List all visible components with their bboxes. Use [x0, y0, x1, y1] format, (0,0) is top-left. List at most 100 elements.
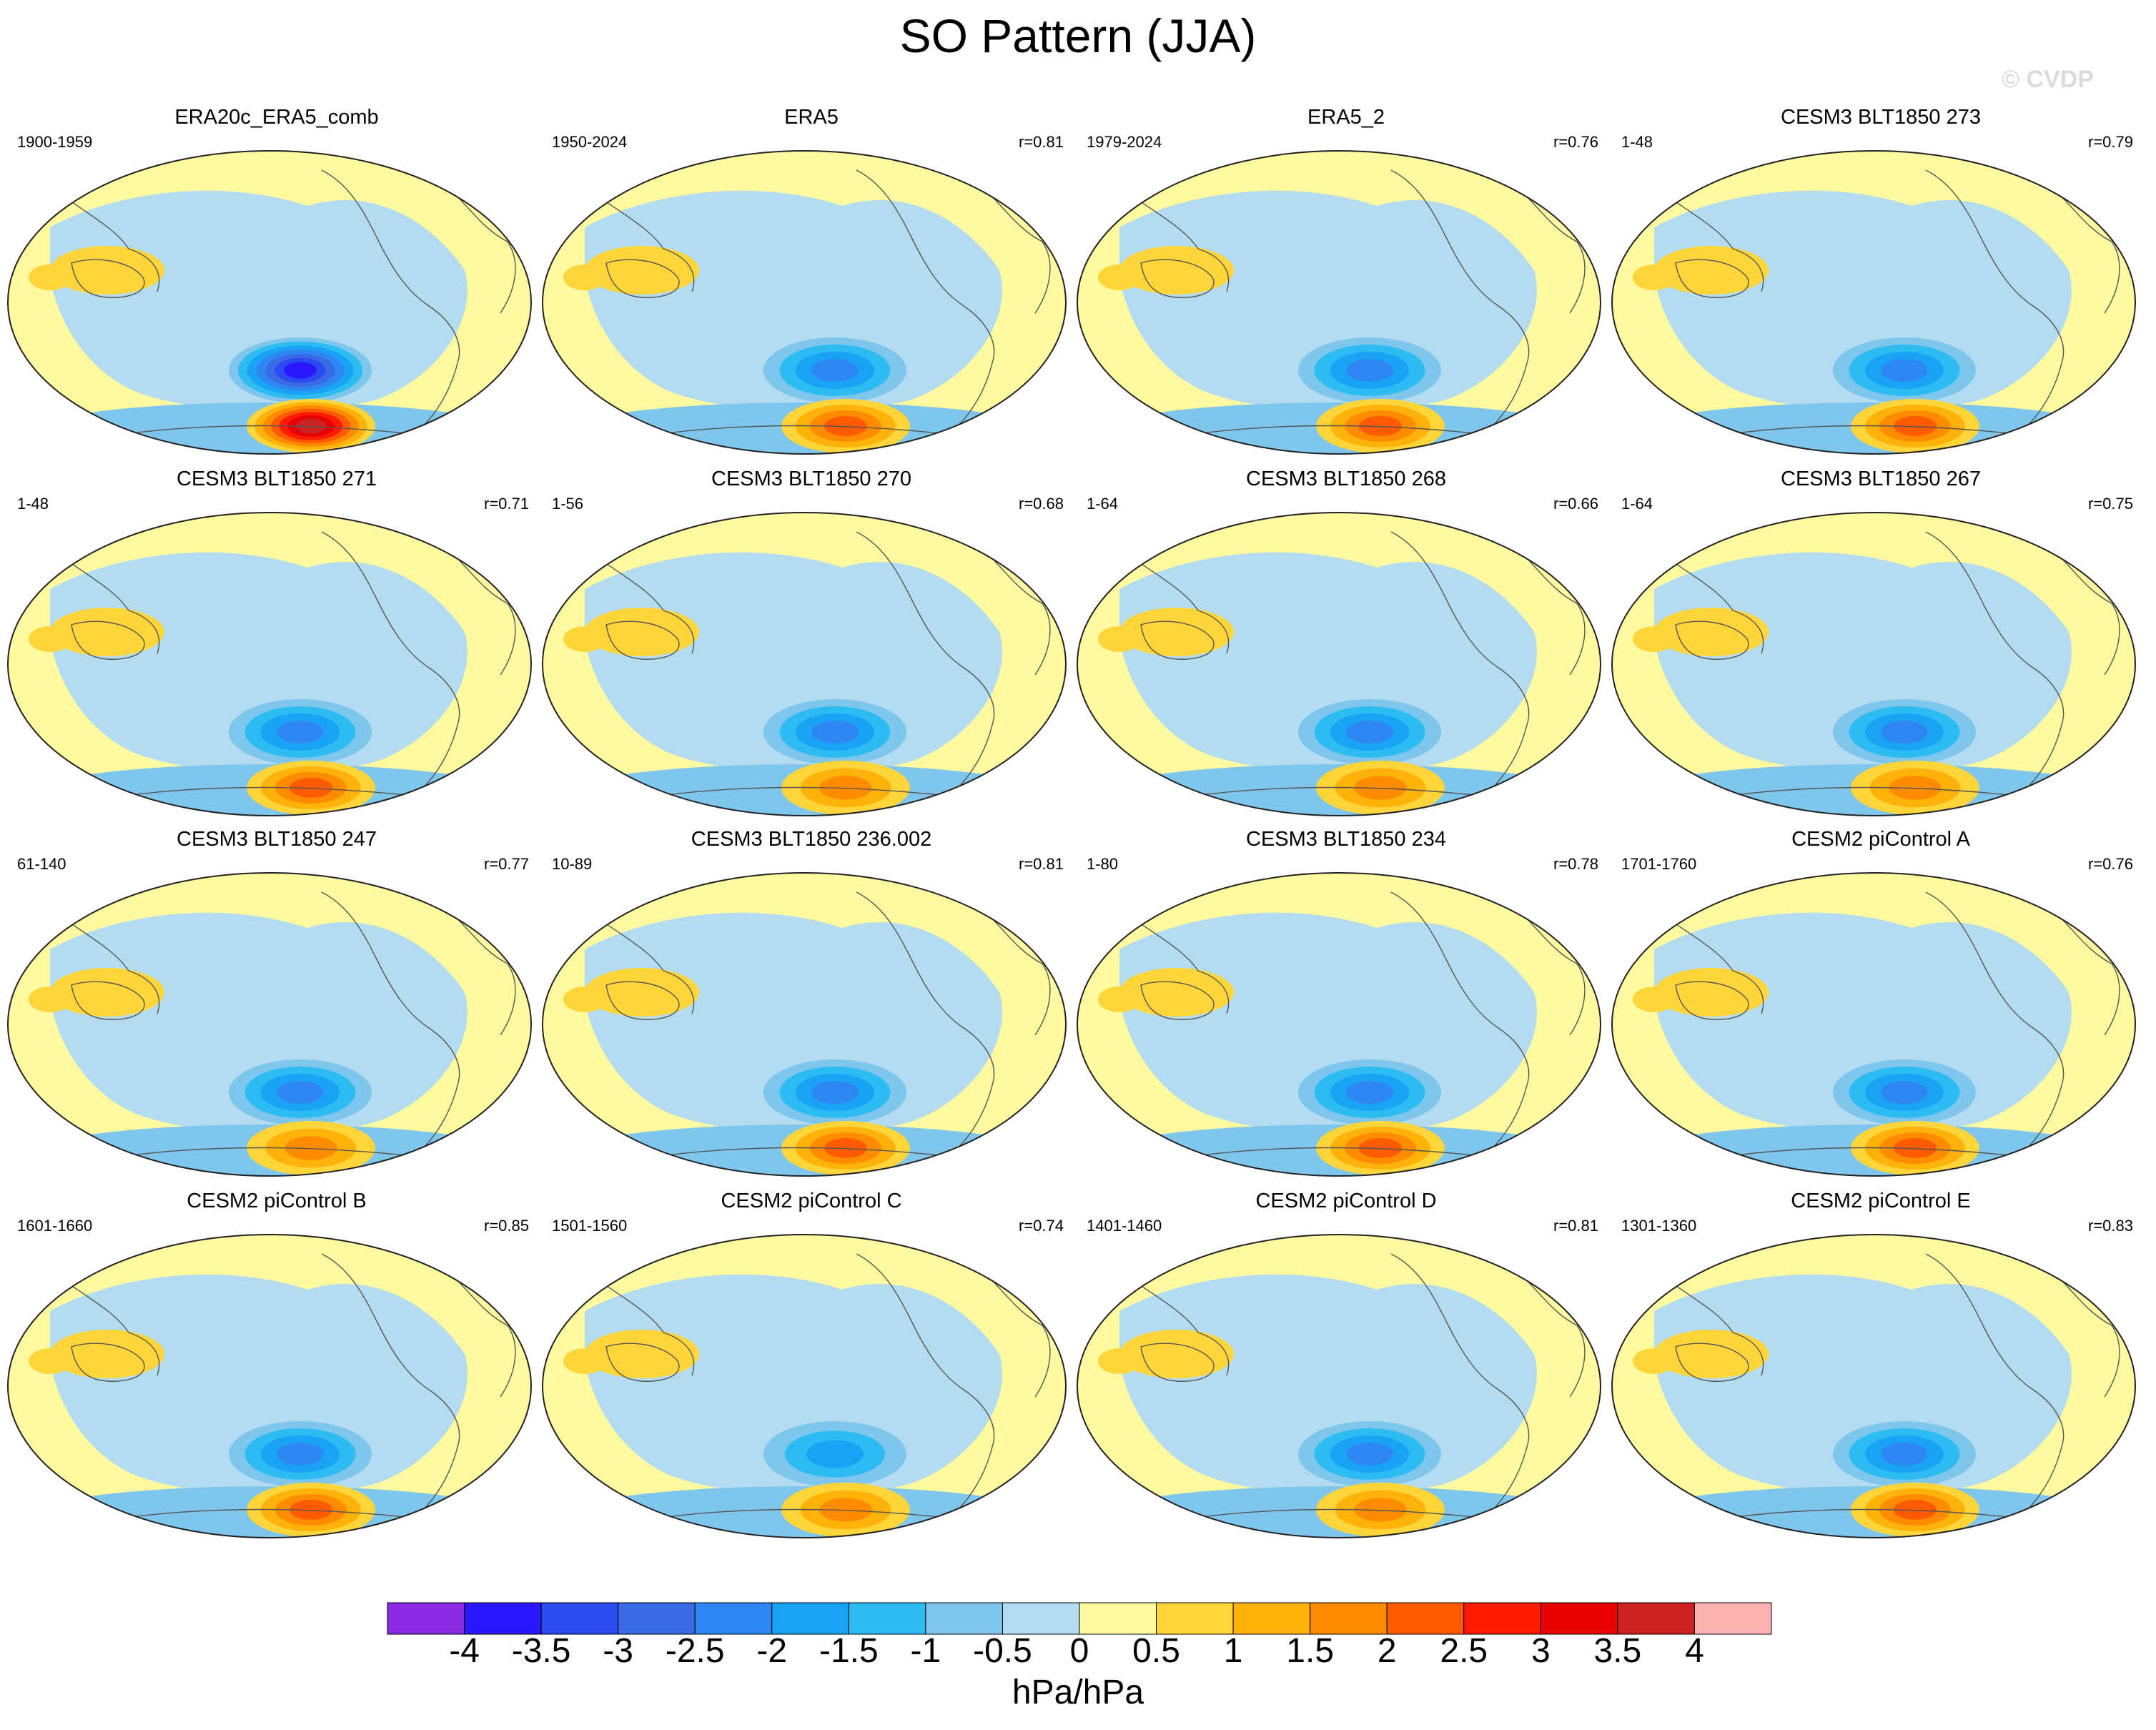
globe-outline [7, 1234, 532, 1538]
globe-map [542, 872, 1067, 1177]
coastline [56, 1275, 160, 1376]
panel-correlation: r=0.76 [2088, 855, 2133, 873]
panel-years: 1900-1959 [17, 133, 93, 151]
panel-years: 1-48 [1621, 133, 1653, 151]
panel-title: CESM3 BLT1850 247 [177, 828, 377, 851]
colorbar-swatch [618, 1602, 696, 1635]
panel-title: CESM3 BLT1850 273 [1781, 106, 1981, 129]
positive-anomaly-region [563, 265, 606, 290]
globe-outline [542, 150, 1067, 455]
panel-correlation: r=0.74 [1019, 1217, 1064, 1235]
positive-anomaly-region [1098, 626, 1141, 652]
panel-years: 1401-1460 [1087, 1217, 1162, 1235]
coastline [1140, 1343, 1215, 1382]
panel-years: 1-56 [552, 495, 584, 513]
map-panel: CESM2 piControl B 1601-1660 r=0.85 [7, 1190, 546, 1551]
high-pressure-contour [819, 776, 872, 800]
figure-title: SO Pattern (JJA) [899, 9, 1257, 62]
low-pressure-contour [1881, 359, 1928, 382]
colorbar-tick-label: -1.5 [819, 1632, 879, 1670]
coastline [321, 531, 460, 790]
panel-title: CESM3 BLT1850 271 [177, 468, 377, 490]
colorbar-swatch [694, 1602, 773, 1635]
globe-outline [7, 150, 532, 455]
globe-outline [7, 872, 532, 1177]
positive-anomaly-region [563, 987, 606, 1012]
coastline [1390, 169, 1530, 428]
high-pressure-contour [1354, 1498, 1407, 1522]
map-panel: CESM2 piControl E 1301-1360 r=0.83 [1611, 1190, 2150, 1551]
globe-outline [7, 512, 532, 816]
coastline [71, 621, 145, 660]
low-pressure-contour [277, 721, 324, 743]
low-pressure-contour [1881, 1443, 1928, 1465]
low-pressure-contour [1881, 1081, 1928, 1104]
positive-anomaly-region [1098, 265, 1141, 290]
coastline [856, 1253, 995, 1512]
high-pressure-contour [1359, 1138, 1402, 1158]
colorbar-tick-label: 2 [1377, 1632, 1397, 1670]
globe-map [1077, 150, 1601, 455]
colorbar-swatch [1693, 1602, 1772, 1635]
colorbar-swatch [848, 1602, 926, 1635]
positive-anomaly-region [1098, 987, 1141, 1012]
low-pressure-contour [1346, 721, 1393, 743]
globe-map [7, 1234, 532, 1538]
high-pressure-contour [1359, 416, 1402, 436]
colorbar-swatch [771, 1602, 849, 1635]
panel-years: 1701-1760 [1621, 855, 1697, 873]
panel-title: ERA5 [784, 106, 839, 129]
globe-outline [542, 1234, 1067, 1538]
coastline [591, 1275, 695, 1376]
coastline [1126, 1275, 1230, 1376]
coastline [856, 891, 995, 1150]
panel-years: 1-64 [1621, 495, 1653, 513]
panel-years: 1-48 [17, 495, 49, 513]
panel-years: 61-140 [17, 855, 66, 873]
positive-anomaly-region [1633, 626, 1676, 652]
low-pressure-contour [811, 721, 859, 743]
positive-anomaly-region [1098, 1348, 1141, 1374]
high-pressure-contour [819, 1498, 872, 1522]
coastline [71, 259, 145, 298]
colorbar-swatch [1617, 1602, 1695, 1635]
low-pressure-contour [277, 1081, 324, 1104]
coastline [1390, 531, 1530, 790]
panel-title: CESM3 BLT1850 234 [1246, 828, 1446, 851]
map-panel: CESM2 piControl D 1401-1460 r=0.81 [1077, 1190, 1616, 1551]
coastline [591, 191, 695, 292]
panel-correlation: r=0.66 [1553, 495, 1598, 513]
globe-outline [542, 512, 1067, 816]
globe-map [1611, 872, 2136, 1177]
colorbar-swatch [540, 1602, 619, 1635]
colorbar-swatch [1156, 1602, 1234, 1635]
colorbar-tick-label: -0.5 [973, 1632, 1032, 1670]
coastline [1925, 169, 2064, 428]
globe-map [1077, 1234, 1601, 1538]
globe-outline [1611, 872, 2136, 1177]
colorbar-swatch [1002, 1602, 1080, 1635]
panel-correlation: r=0.77 [484, 855, 529, 873]
coastline [1140, 259, 1215, 298]
coastline [605, 259, 680, 298]
colorbar-swatch [1386, 1602, 1465, 1635]
panel-years: 1979-2024 [1087, 133, 1162, 151]
panel-correlation: r=0.75 [2088, 495, 2133, 513]
low-pressure-contour [1346, 1443, 1393, 1465]
panel-correlation: r=0.79 [2088, 133, 2133, 151]
map-panel: CESM3 BLT1850 236.002 10-89 r=0.81 [542, 828, 1081, 1189]
coastline [1140, 621, 1215, 660]
panel-title: CESM2 piControl C [721, 1190, 902, 1212]
coastline [856, 169, 995, 428]
low-pressure-contour [277, 1443, 324, 1465]
colorbar-units: hPa/hPa [1012, 1674, 1144, 1711]
coastline [56, 913, 160, 1014]
panel-correlation: r=0.68 [1019, 495, 1064, 513]
globe-outline [1077, 150, 1601, 455]
colorbar-tick-label: 1 [1223, 1632, 1243, 1670]
low-pressure-contour [284, 362, 317, 379]
positive-anomaly-region [29, 1348, 71, 1374]
coastline [1390, 1253, 1530, 1512]
coastline [1126, 913, 1230, 1014]
coastline [1126, 553, 1230, 654]
